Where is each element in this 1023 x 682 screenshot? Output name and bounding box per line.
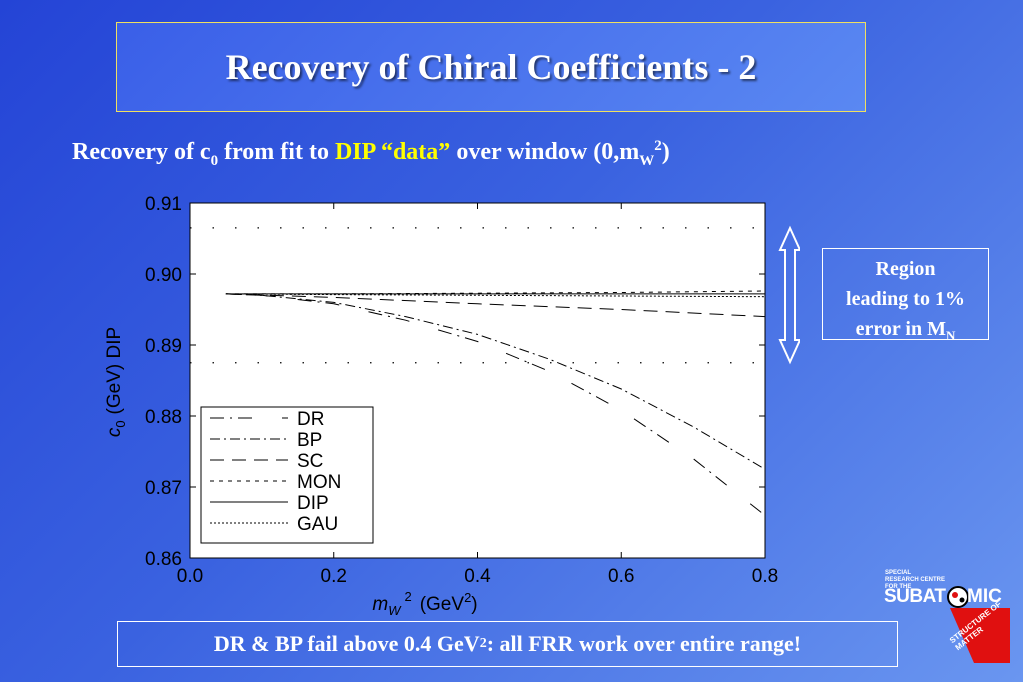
- subtitle-w-sub: W: [639, 152, 655, 169]
- logo-word-b: MIC: [967, 586, 1002, 607]
- legend-label-dip: DIP: [297, 493, 329, 514]
- c0-vs-mw2-chart: 0.0 0.2 0.4 0.6 0.8 0.86 0.87 0.88 0.89 0.90 0.91…: [104, 194, 800, 615]
- subtitle-mid: from fit to: [218, 139, 335, 165]
- xlabel-var: m: [372, 594, 388, 615]
- subtitle-sup: 2: [654, 138, 662, 154]
- ylabel-sub: 0: [113, 420, 128, 427]
- x-tick-label-4: 0.8: [752, 566, 778, 587]
- xlabel-unit-end: ): [471, 594, 477, 615]
- logo-small-text: SPECIAL RESEARCH CENTRE FOR THE: [885, 570, 946, 590]
- series-line-sc: [225, 293, 766, 318]
- y-tick-label-5: 0.91: [145, 194, 182, 215]
- series-line-bp: [225, 293, 766, 470]
- y-tick-label-1: 0.87: [145, 478, 182, 499]
- y-tick-label-4: 0.90: [145, 265, 182, 286]
- region-line-1: Region: [875, 258, 936, 280]
- subtitle-post: over window (0,m: [450, 139, 640, 165]
- conclusion-post: : all FRR work over entire range!: [486, 631, 802, 656]
- legend-box: [200, 406, 374, 544]
- y-tick-label-2: 0.88: [145, 407, 182, 428]
- legend-label-dr: DR: [297, 409, 324, 430]
- title-box: Recovery of Chiral Coefficients - 2: [116, 22, 866, 112]
- conclusion-sup: 2: [479, 636, 487, 651]
- atom-electron-icon: [959, 597, 965, 603]
- logo-word-a: SUBAT: [884, 586, 946, 607]
- subtitle-c-sub: 0: [210, 152, 219, 169]
- conclusion-box: DR & BP fail above 0.4 GeV 2 : all FRR wo…: [117, 621, 898, 667]
- legend-label-bp: BP: [297, 430, 322, 451]
- y-tick-labels: 0.86 0.87 0.88 0.89 0.90 0.91: [145, 194, 182, 570]
- y-axis-label: c0 (GeV) DIP: [104, 327, 128, 437]
- x-tick-label-1: 0.2: [321, 566, 347, 587]
- series-lines: [225, 290, 766, 516]
- slide-subtitle: Recovery of c0 from fit to DIP “data” ov…: [72, 138, 872, 170]
- x-tick-label-0: 0.0: [177, 566, 203, 587]
- y-tick-label-0: 0.86: [145, 549, 182, 570]
- region-line-2: leading to 1%: [846, 288, 965, 310]
- region-sub: N: [945, 328, 956, 343]
- subtitle-end: ): [661, 139, 670, 165]
- ylabel-var: c: [104, 427, 125, 437]
- xlabel-sub: W: [388, 603, 402, 615]
- xlabel-sup: 2: [404, 589, 411, 604]
- subtitle-pre: Recovery of c: [72, 139, 211, 165]
- x-axis-label: mW2 (GeV2): [372, 589, 477, 615]
- double-arrow-icon: [778, 225, 800, 365]
- subtitle-highlight: DIP “data”: [334, 139, 451, 165]
- logo-graphic: [947, 586, 1010, 663]
- axis-ticks: [189, 202, 766, 559]
- conclusion-pre: DR & BP fail above 0.4 GeV: [213, 631, 480, 656]
- atom-icon: [947, 586, 969, 608]
- subatomic-logo: SPECIAL RESEARCH CENTRE FOR THE SUBAT MI…: [882, 568, 1012, 663]
- x-tick-label-2: 0.4: [464, 566, 491, 587]
- series-line-mon: [225, 290, 766, 295]
- legend-label-mon: MON: [297, 472, 341, 493]
- legend-label-sc: SC: [297, 451, 323, 472]
- xlabel-unit: (GeV: [420, 594, 465, 615]
- region-line-3: error in M: [855, 318, 946, 340]
- x-tick-labels: 0.0 0.2 0.4 0.6 0.8: [177, 566, 778, 587]
- legend-label-gau: GAU: [297, 514, 338, 535]
- series-line-dr: [225, 293, 766, 516]
- atom-nucleus-icon: [952, 592, 958, 598]
- logo-red-shape: [950, 608, 1010, 663]
- region-note: Region leading to 1% error in MN: [822, 248, 989, 343]
- double-arrow: [778, 225, 800, 365]
- ylabel-rest: (GeV) DIP: [104, 327, 125, 415]
- xlabel-unit-sup: 2: [464, 590, 471, 605]
- slide-title: Recovery of Chiral Coefficients - 2: [225, 47, 757, 87]
- y-tick-label-3: 0.89: [145, 336, 182, 357]
- region-line-3-wrap: error in MN: [823, 314, 988, 351]
- x-tick-label-3: 0.6: [608, 566, 634, 587]
